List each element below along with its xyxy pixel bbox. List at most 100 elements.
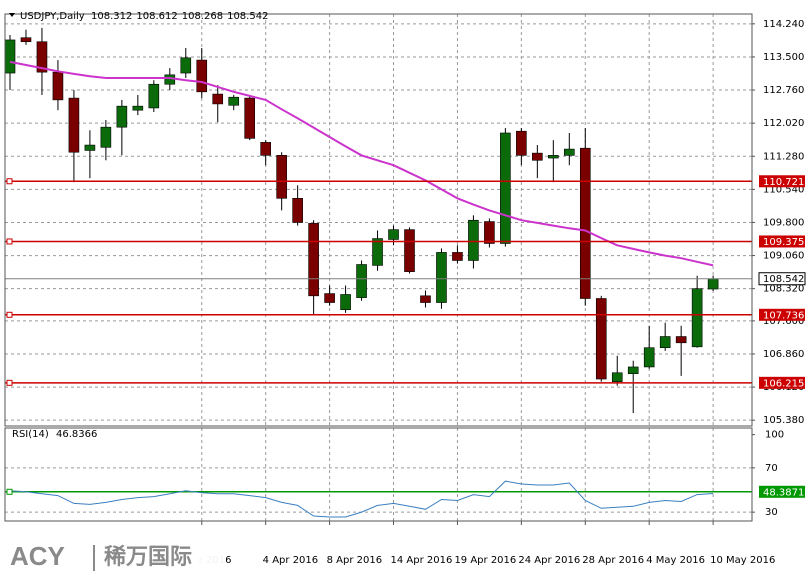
x-tick-label: 4 Apr 2016 xyxy=(263,555,318,566)
x-tick-label: 8 Apr 2016 xyxy=(327,555,382,566)
candle-body xyxy=(52,71,64,101)
candle-body xyxy=(132,105,144,111)
candle-body xyxy=(4,39,16,74)
level-marker xyxy=(6,488,13,495)
candle-body xyxy=(244,97,255,139)
y-tick-label: 70 xyxy=(765,463,778,474)
candle-body xyxy=(595,298,607,380)
y-tick-label: 113.500 xyxy=(763,52,804,63)
header-value: 108.312 xyxy=(91,11,132,22)
candle-body xyxy=(228,96,240,106)
level-label: 107.736 xyxy=(763,310,804,321)
logo: ACY 稀万国际 xyxy=(0,537,226,579)
x-tick-label: 10 May 2016 xyxy=(710,555,775,566)
candle-body xyxy=(68,97,80,153)
rsi-title: RSI(14) xyxy=(12,429,49,440)
rsi-pane-frame xyxy=(4,427,753,522)
price-pane-frame xyxy=(4,13,753,427)
y-tick-label: 105.380 xyxy=(763,415,804,426)
level-label-box xyxy=(759,376,805,389)
candle-body xyxy=(627,366,639,374)
logo-brand: ACY xyxy=(10,541,65,571)
y-tick-label: 30 xyxy=(765,507,778,518)
candle-body xyxy=(212,93,224,105)
candle-body xyxy=(260,142,271,156)
y-tick-label: 109.060 xyxy=(763,251,804,262)
moving-average-line xyxy=(9,60,714,267)
candle-body xyxy=(691,288,703,348)
candle-body xyxy=(36,41,48,73)
candle-body xyxy=(292,198,303,223)
y-tick-label: 109.800 xyxy=(763,217,804,228)
candle-body xyxy=(579,147,591,299)
candle-body xyxy=(388,229,399,240)
last-price-box xyxy=(758,272,806,286)
candle-body xyxy=(500,132,511,244)
level-label-box xyxy=(759,308,805,321)
candle-body xyxy=(20,37,32,43)
level-marker xyxy=(6,311,13,318)
header-value: 108.612 xyxy=(136,11,177,22)
candle-body xyxy=(516,130,527,156)
y-tick-label: 100 xyxy=(765,430,784,441)
candle-body xyxy=(420,295,431,303)
candle-body xyxy=(563,148,575,156)
header-values: 108.312 108.612 108.268 108.542 xyxy=(91,11,268,22)
plot-area xyxy=(4,14,752,521)
level-label: 110.721 xyxy=(763,177,804,188)
last-price-label: 108.542 xyxy=(763,274,804,285)
candle-body xyxy=(276,155,287,199)
rsi-line xyxy=(9,480,714,518)
candle-body xyxy=(675,336,687,344)
candle-body xyxy=(324,293,335,303)
candle-body xyxy=(484,221,495,244)
candle-body xyxy=(611,372,623,383)
level-label: 109.375 xyxy=(763,237,804,248)
x-tick-label: 19 Apr 2016 xyxy=(454,555,516,566)
candle-body xyxy=(84,144,96,151)
candle-body xyxy=(196,59,208,93)
level-label: 48.3871 xyxy=(763,487,804,498)
header-value: 108.542 xyxy=(227,11,268,22)
y-tick-label: 111.280 xyxy=(763,151,804,162)
candle-body xyxy=(452,252,463,261)
candle-body xyxy=(340,294,351,310)
level-label: 106.215 xyxy=(763,378,804,389)
level-marker xyxy=(6,238,13,245)
candle-body xyxy=(659,336,671,349)
x-tick-label: 28 Apr 2016 xyxy=(582,555,644,566)
header-value: 108.268 xyxy=(182,11,223,22)
candle-body xyxy=(436,252,447,303)
candle-body xyxy=(468,219,479,261)
level-marker xyxy=(6,379,13,386)
y-tick-label: 106.860 xyxy=(763,349,804,360)
candle-body xyxy=(356,264,367,298)
candle-body xyxy=(164,74,176,85)
y-tick-label: 112.760 xyxy=(763,85,804,96)
candle-body xyxy=(372,238,383,266)
candle-body xyxy=(148,83,160,109)
logo-name: 稀万国际 xyxy=(104,544,192,569)
y-tick-label: 107.600 xyxy=(763,316,804,327)
x-tick-label: 4 May 2016 xyxy=(646,555,705,566)
candle-body xyxy=(308,223,319,297)
y-tick-label: 112.020 xyxy=(763,118,804,129)
level-marker xyxy=(6,178,13,185)
level-label-box xyxy=(759,175,805,188)
x-tick-label: 24 Apr 2016 xyxy=(518,555,580,566)
rsi-current: 46.8366 xyxy=(56,429,97,440)
y-tick-label: 108.320 xyxy=(763,284,804,295)
level-label-box xyxy=(759,235,805,248)
candle-body xyxy=(643,347,655,368)
candle-body xyxy=(532,152,543,161)
header-arrow xyxy=(9,13,15,17)
level-label-box xyxy=(759,485,805,498)
y-tick-label: 114.240 xyxy=(763,19,804,30)
candle-body xyxy=(100,126,112,148)
candle-body xyxy=(116,105,128,128)
x-tick-label: 14 Apr 2016 xyxy=(391,555,453,566)
candle-body xyxy=(404,229,415,272)
